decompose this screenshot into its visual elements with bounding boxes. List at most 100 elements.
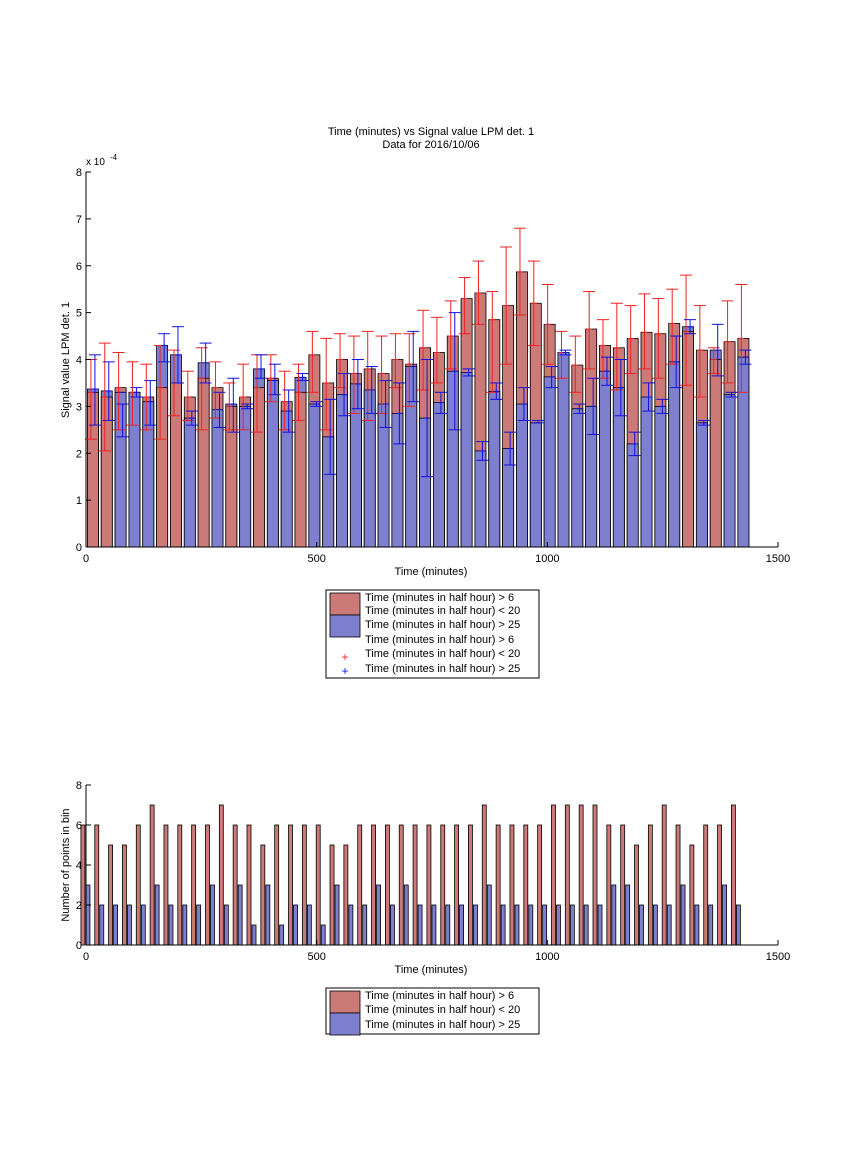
error-bar-red <box>721 300 734 384</box>
count-bar-blue <box>736 904 741 946</box>
chart1-ytick-label: 6 <box>76 261 82 273</box>
error-bar-red <box>500 246 513 365</box>
error-bar-red <box>541 284 554 365</box>
bar-red <box>86 391 99 548</box>
count-bar-blue <box>237 884 243 946</box>
error-bar-red <box>680 274 693 386</box>
error-bar-blue <box>351 359 364 410</box>
count-bar-blue <box>306 904 312 946</box>
error-bar-blue <box>379 380 392 428</box>
count-bar-red <box>260 844 266 946</box>
error-bar-red <box>458 276 471 335</box>
error-bar-blue <box>199 342 212 384</box>
bar-blue <box>640 396 653 548</box>
count-bar-blue <box>639 904 644 946</box>
bar-blue <box>737 356 750 548</box>
error-bar-blue <box>282 389 295 433</box>
chart2-ytick-label: 2 <box>76 900 82 912</box>
legend1-label-5: Time (minutes in half hour) < 20 <box>365 648 520 660</box>
count-bar-blue <box>113 904 118 946</box>
error-bar-red <box>361 330 374 421</box>
error-bar-red <box>693 305 706 398</box>
bar-red <box>253 387 265 548</box>
bar-red <box>170 382 182 548</box>
error-bar-red <box>417 309 430 391</box>
count-bar-blue <box>459 904 465 946</box>
count-bar-blue <box>376 884 381 946</box>
error-bar-red <box>624 305 637 375</box>
bar-blue <box>474 450 487 548</box>
bar-blue <box>695 422 708 548</box>
bar-blue <box>502 448 515 548</box>
chart1-subtitle: Data for 2016/10/06 <box>382 139 479 151</box>
count-bar-blue <box>265 884 271 946</box>
chart1-xtick-label: 500 <box>307 553 325 565</box>
bar-red <box>197 377 210 548</box>
chart1-ytick-label: 0 <box>76 542 82 554</box>
count-bar-blue <box>625 884 631 946</box>
chart1-axes: 0 1 2 3 4 5 6 7 8 0 500 1000 1500 <box>76 167 790 565</box>
count-bar-red <box>717 824 722 946</box>
error-bar-blue <box>642 382 655 412</box>
bar-blue <box>516 403 528 548</box>
count-bar-red <box>731 804 736 946</box>
error-bar-blue <box>88 354 101 426</box>
count-bar-blue <box>722 884 727 946</box>
count-bar-red <box>675 824 681 946</box>
error-bar-blue <box>324 398 337 475</box>
count-bar-blue <box>168 904 174 946</box>
count-bar-red <box>647 824 653 946</box>
chart1-xtick-label: 0 <box>83 553 89 565</box>
count-bar-blue <box>251 924 257 946</box>
error-bar-blue <box>559 349 572 356</box>
error-bar-blue <box>601 356 613 386</box>
count-bar-red <box>578 804 584 946</box>
chart1-ylabel: Signal value LPM det. 1 <box>60 302 72 418</box>
count-bar-red <box>509 824 515 946</box>
count-bar-red <box>177 824 183 946</box>
legend2-label-1: Time (minutes in half hour) > 6 <box>365 990 514 1002</box>
bar-blue <box>446 370 459 548</box>
error-bar-blue <box>711 323 724 377</box>
bar-blue <box>557 352 570 548</box>
error-bar-blue <box>614 359 627 417</box>
legend1-label-1: Time (minutes in half hour) > 6 <box>365 592 514 604</box>
count-bar-red <box>163 824 169 946</box>
legend1-label-4: Time (minutes in half hour) > 6 <box>365 634 514 646</box>
count-bar-blue <box>348 904 354 946</box>
count-bar-blue <box>569 904 575 946</box>
count-bar-red <box>523 824 529 946</box>
count-bar-red <box>232 824 238 946</box>
error-bar-blue <box>684 319 697 335</box>
bar-blue <box>460 372 473 548</box>
count-bar-blue <box>154 884 160 946</box>
error-bar-blue <box>476 441 489 461</box>
chart1-bars <box>86 271 750 548</box>
error-bar-blue <box>213 391 226 428</box>
count-bar-blue <box>403 884 409 946</box>
count-bar-blue <box>473 904 478 946</box>
count-bar-blue <box>223 904 229 946</box>
bar-blue <box>142 401 155 548</box>
error-bar-blue <box>434 391 447 414</box>
error-bar-red <box>223 382 236 431</box>
count-bar-red <box>149 804 155 946</box>
count-bar-red <box>191 824 197 946</box>
bar-blue <box>571 408 584 548</box>
count-bar-red <box>80 824 86 946</box>
error-bar-red <box>430 316 443 384</box>
count-bar-red <box>426 824 432 946</box>
chart2-xtick-label: 1000 <box>535 951 559 963</box>
error-bar-blue <box>338 373 351 417</box>
error-bar-blue <box>310 401 323 407</box>
chart1-title: Time (minutes) vs Signal value LPM det. … <box>328 126 534 138</box>
count-bar-red <box>592 804 598 946</box>
bar-red <box>156 387 169 548</box>
chart1-ytick-label: 7 <box>76 214 82 226</box>
count-bar-red <box>440 824 446 946</box>
error-bar-blue <box>158 333 171 363</box>
count-bar-red <box>343 844 349 946</box>
error-bar-red <box>513 227 526 316</box>
count-bar-red <box>108 844 113 946</box>
